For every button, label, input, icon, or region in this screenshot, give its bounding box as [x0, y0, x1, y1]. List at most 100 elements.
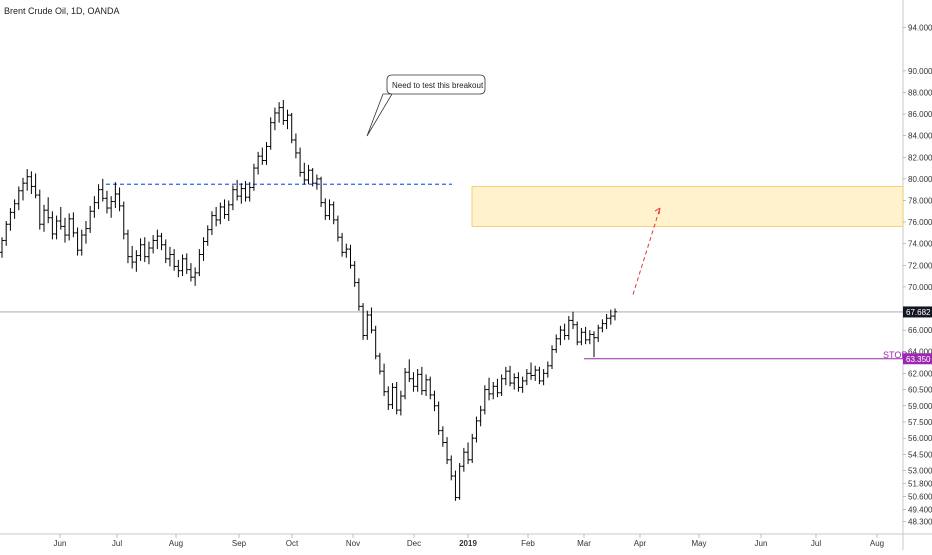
ohlc-bar — [600, 319, 605, 333]
time-tick-label: Mar — [577, 539, 591, 548]
last-price-tag: 67.682 — [903, 306, 932, 318]
ohlc-bar — [529, 362, 534, 380]
ohlc-bar — [495, 378, 500, 398]
levels-layer — [0, 183, 903, 360]
price-tick-label: 60.500 — [908, 386, 932, 395]
time-tick-label: Jun — [54, 539, 67, 548]
ohlc-bar — [541, 369, 546, 386]
price-axis[interactable]: 94.000 90.000 88.000 86.000 84.000 82.000 80.0… — [903, 24, 932, 527]
price-tick-label: 70.000 — [908, 283, 932, 292]
ohlc-bar — [298, 147, 303, 177]
stop-text-label: STOP — [883, 350, 907, 360]
ohlc-bar — [575, 321, 580, 346]
ohlc-bar — [96, 184, 101, 210]
price-tick-label: 64.000 — [908, 348, 932, 357]
ohlc-bar — [390, 383, 395, 409]
ohlc-bar — [592, 331, 597, 358]
ohlc-bar — [260, 147, 265, 165]
ohlc-bar — [8, 208, 13, 231]
ohlc-bar — [289, 112, 294, 144]
price-tick-label: 74.000 — [908, 240, 932, 249]
ohlc-bar — [436, 401, 441, 435]
time-tick-label: Feb — [521, 539, 535, 548]
ohlc-bar — [411, 372, 416, 392]
ohlc-bar — [424, 374, 429, 397]
projection-arrow-head — [654, 207, 661, 215]
ohlc-bar — [134, 250, 139, 272]
price-tick-label: 62.000 — [908, 369, 932, 378]
ohlc-bar — [604, 313, 609, 330]
ohlc-bar — [394, 381, 399, 415]
price-tick-label: 76.000 — [908, 218, 932, 227]
ohlc-bar — [25, 169, 30, 191]
ohlc-bar — [608, 309, 613, 325]
ohlc-bar — [335, 215, 340, 242]
time-tick-label: Nov — [346, 539, 360, 548]
ohlc-bar — [550, 345, 555, 370]
time-tick-label: Sep — [232, 539, 247, 548]
ohlc-bar — [365, 310, 370, 340]
time-tick-label: Jul — [811, 539, 821, 548]
ohlc-bar — [482, 385, 487, 415]
ohlc-bar — [243, 181, 248, 202]
ohlc-bar — [344, 243, 349, 258]
time-tick-label: Oct — [286, 539, 299, 548]
ohlc-bar — [20, 177, 25, 201]
price-tick-label: 72.000 — [908, 261, 932, 270]
ohlc-bar — [37, 189, 42, 230]
time-tick-label: 2019 — [459, 539, 477, 548]
ohlc-bar — [327, 199, 332, 220]
ohlc-bar — [29, 171, 34, 194]
ohlc-bar — [104, 190, 109, 214]
target-zone-box — [471, 186, 904, 227]
ohlc-bar — [440, 426, 445, 447]
ohlc-bar — [205, 225, 210, 246]
time-axis[interactable]: Jun Jul Aug Sep Oct Nov Dec 2019 Feb Mar Apr May Jun… — [54, 534, 885, 548]
time-tick-label: Apr — [634, 539, 647, 548]
last-price-label: 67.682 — [906, 308, 931, 317]
chart-title: Brent Crude Oil, 1D, OANDA — [4, 6, 120, 16]
ohlc-bar — [272, 107, 277, 131]
price-tick-label: 51.800 — [908, 480, 932, 489]
annotation-callout[interactable]: Need to test this breakout — [366, 74, 486, 137]
price-tick-label: 49.400 — [908, 505, 932, 514]
ohlc-bar — [130, 245, 135, 269]
ohlc-bar — [302, 162, 307, 185]
ohlc-bar — [596, 324, 601, 343]
ohlc-bar — [142, 237, 147, 263]
ohlc-bar — [432, 390, 437, 412]
price-tick-label: 94.000 — [908, 24, 932, 33]
ohlc-bar — [508, 365, 513, 387]
ohlc-bar — [222, 199, 227, 219]
ohlc-bar — [512, 373, 517, 390]
ohlc-bar — [457, 463, 462, 500]
ohlc-bar — [109, 196, 114, 218]
price-tick-label: 86.000 — [908, 110, 932, 119]
ohlc-bar — [377, 352, 382, 375]
ohlc-bar — [352, 260, 357, 287]
ohlc-bar — [92, 196, 97, 218]
ohlc-bar — [361, 303, 366, 340]
target-zone-layer — [471, 186, 904, 227]
ohlc-bar — [268, 117, 273, 150]
ohlc-bar — [12, 199, 17, 219]
ohlc-bar — [571, 311, 576, 330]
price-tick-label: 82.000 — [908, 153, 932, 162]
ohlc-bar — [398, 390, 403, 416]
ohlc-bar — [487, 377, 492, 401]
ohlc-bar — [340, 232, 345, 257]
price-tick-label: 88.000 — [908, 88, 932, 97]
ohlc-bar — [558, 325, 563, 346]
ohlc-bar — [323, 198, 328, 220]
ohlc-bar — [71, 212, 76, 238]
ohlc-bar — [369, 307, 374, 334]
ohlc-bar — [100, 178, 105, 202]
ohlc-bar — [218, 202, 223, 225]
ohlc-bar — [499, 374, 504, 397]
price-tick-label: 54.500 — [908, 450, 932, 459]
ohlc-bar — [613, 308, 617, 321]
ohlc-bar — [587, 330, 592, 345]
ohlc-bar — [33, 173, 38, 199]
ohlc-bar — [428, 376, 433, 400]
